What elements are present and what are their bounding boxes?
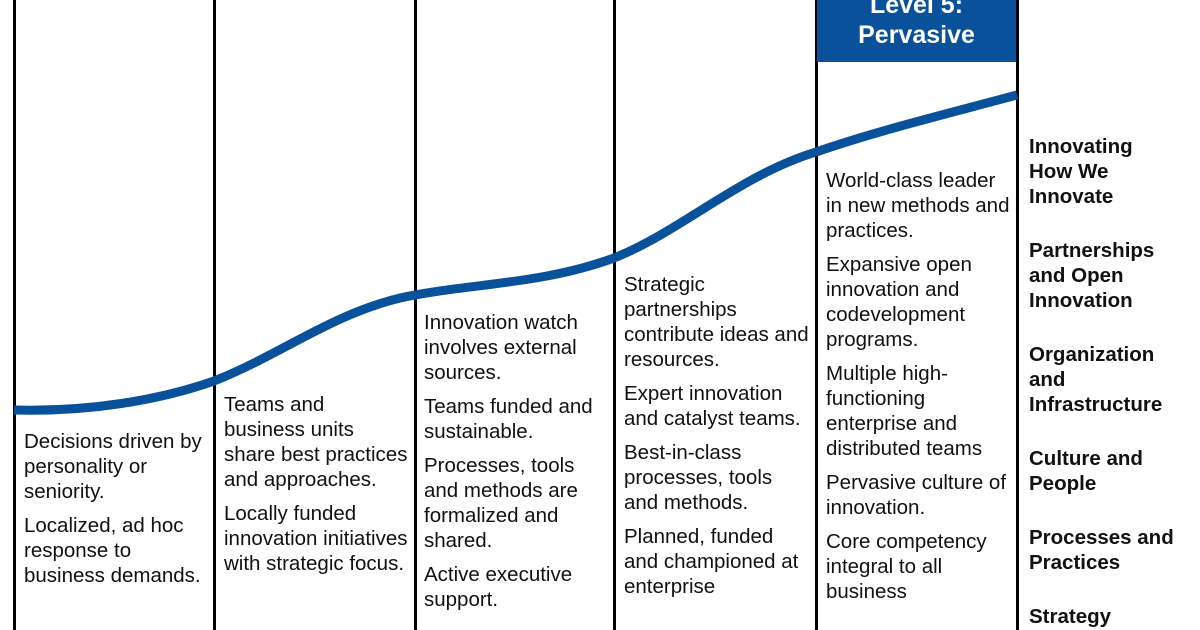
level-5-label: Level 5: [869,0,964,19]
level-5-item: Core competency integral to all business [826,530,987,603]
level-5-header: Level 5: Pervasive [817,0,1016,62]
column-divider [613,0,616,630]
level-5-item: Multiple high-functioning enterprise and… [826,362,983,460]
level-5-item: Expansive open innovation and codevelopm… [826,253,972,351]
level-5-item: Pervasive culture of innovation. [826,471,1007,519]
level-3-item: Processes, tools and methods are formali… [424,454,578,552]
column-divider [815,0,818,630]
level-5-column: World-class leader in new methods and pr… [826,168,1014,613]
column-divider [1016,0,1019,630]
column-divider [13,0,16,630]
level-3-column: Innovation watch involves external sourc… [424,310,610,621]
level-5-item: World-class leader in new methods and pr… [826,169,1010,242]
dimension-label: Processes and Practices [1029,526,1174,574]
level-1-item: Decisions driven by personality or senio… [24,430,202,503]
column-divider [414,0,417,630]
level-4-item: Strategic partnerships contribute ideas … [624,273,809,371]
level-3-item: Teams funded and sustainable. [424,395,593,443]
dimension-label: Culture and People [1029,447,1143,495]
level-5-title: Pervasive [858,21,975,49]
level-1-item: Localized, ad hoc response to business d… [24,514,201,587]
level-4-column: Strategic partnerships contribute ideas … [624,272,812,608]
column-divider [213,0,216,630]
level-3-item: Active executive support. [424,563,573,611]
dimension-label: Organization and Infrastructure [1029,343,1163,416]
level-3-item: Innovation watch involves external sourc… [424,311,578,384]
level-4-item: Best-in-class processes, tools and metho… [624,441,773,514]
level-4-item: Planned, funded and championed at enterp… [624,525,799,598]
level-2-item: Teams and business units share best prac… [224,393,408,491]
level-2-column: Teams and business units share best prac… [224,392,409,585]
dimension-label: Strategy [1029,605,1112,628]
level-1-column: Decisions driven by personality or senio… [24,429,209,597]
level-4-item: Expert innovation and catalyst teams. [624,382,801,430]
level-2-item: Locally funded innovation initiatives wi… [224,502,408,575]
dimension-label: Innovating How We Innovate [1029,135,1133,208]
dimension-label: Partnerships and Open Innovation [1029,239,1155,312]
